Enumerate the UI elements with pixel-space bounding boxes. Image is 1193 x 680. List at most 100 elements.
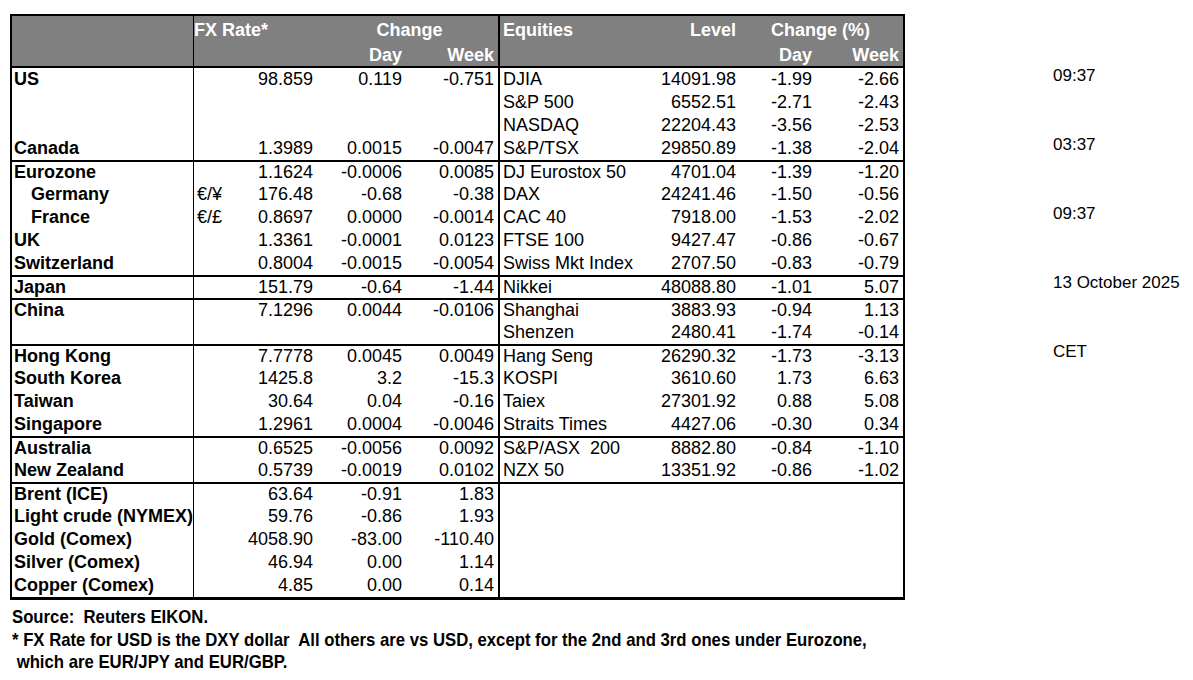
fx-week-change-cell: 1.93 [403,505,498,528]
equity-level-cell: 13351.92 [639,459,738,482]
fx-day-change-value: -0.0001 [341,230,402,251]
row-label-cell: Switzerland [12,252,194,275]
equity-level-value: 2480.41 [671,322,736,343]
equity-day-change-value: -1.99 [771,69,812,90]
row-label: US [14,69,39,90]
fx-rate-value: 0.5739 [258,460,313,481]
equity-week-change-cell: -1.20 [814,162,903,183]
fx-day-change-cell: 0.0015 [321,137,403,160]
equity-week-change-value: -1.10 [858,438,899,459]
equity-week-change-cell: -2.53 [814,114,903,137]
table-row: Taiwan30.640.04-0.16Taiex27301.920.885.0… [12,390,903,413]
row-label-cell: US [12,68,194,91]
row-label: Taiwan [14,391,74,412]
row-label: Light crude (NYMEX) [14,506,193,527]
equity-day-change-value: -0.86 [771,460,812,481]
table-row: France€/£0.86970.0000-0.0014CAC 407918.0… [12,206,903,229]
equities-level-header: Level [639,16,738,45]
row-label: Eurozone [14,162,96,183]
table-row: Japan151.79-0.64-1.44Nikkei48088.80-1.01… [12,275,903,298]
equity-name-cell: Shenzen [498,321,639,344]
fx-day-change-cell: -83.00 [321,528,403,551]
row-label-cell: France [12,206,194,229]
fx-rate-value: 1425.8 [258,368,313,389]
equity-day-change-value: -1.01 [771,277,812,298]
fx-rate-cell: 30.64 [194,390,321,413]
fx-rate-value: 1.3361 [258,230,313,251]
fx-week-change-value: -0.38 [453,184,494,205]
equity-day-change-cell: -3.56 [738,114,814,137]
footnote-line2: which are EUR/JPY and EUR/GBP. [12,651,325,673]
fx-rate-cell: 98.859 [194,68,321,91]
equity-name-cell [498,528,639,551]
equity-name: Nikkei [503,277,552,298]
equity-level-value: 4427.06 [671,414,736,435]
fx-week-change-cell: 1.14 [403,551,498,574]
equity-week-change-value: -2.04 [858,138,899,159]
fx-week-change-cell: -110.40 [403,528,498,551]
equity-week-change-value: -1.02 [858,460,899,481]
fx-rate-cell: 4058.90 [194,528,321,551]
equity-week-change-value: 6.63 [864,368,899,389]
equity-day-change-cell: 0.88 [738,390,814,413]
row-label-cell: Taiwan [12,390,194,413]
fx-week-change-value: 0.0102 [439,460,494,481]
fx-day-change-cell: 0.119 [321,68,403,91]
fx-day-header: Day [321,45,403,66]
row-label-cell: Canada [12,137,194,160]
fx-week-change-cell: -0.0047 [403,137,498,160]
equity-level-cell: 24241.46 [639,183,738,206]
row-label-cell: China [12,300,194,321]
equity-name: Taiex [503,391,545,412]
equity-level-cell: 3610.60 [639,367,738,390]
fx-day-change-cell [321,114,403,137]
equity-level-value: 2707.50 [671,253,736,274]
equity-level-value: 26290.32 [661,346,736,367]
equity-name: Straits Times [503,414,607,435]
equity-name: KOSPI [503,368,558,389]
fx-day-change-value: 0.0015 [347,138,402,159]
fx-day-change-cell: -0.0015 [321,252,403,275]
source-line: Source: Reuters EIKON. [12,606,235,628]
fx-week-change-cell: 0.0123 [403,229,498,252]
equity-day-change-cell [738,484,814,505]
fx-rate-value: 0.8697 [258,207,313,228]
equity-name-cell: Taiex [498,390,639,413]
equity-level-cell: 8882.80 [639,438,738,459]
table-row: Germany€/¥176.48-0.68-0.38DAX24241.46-1.… [12,183,903,206]
row-label-cell: South Korea [12,367,194,390]
equity-name: Shanghai [503,300,579,321]
row-label: Gold (Comex) [14,529,132,550]
equity-name: NASDAQ [503,115,579,136]
equity-day-change-cell: -0.86 [738,459,814,482]
fx-rate-header-spacer [194,45,321,66]
fx-day-change-cell: 0.04 [321,390,403,413]
fx-rate-cell: 46.94 [194,551,321,574]
equity-week-change-cell: 5.08 [814,390,903,413]
fx-week-change-cell: -0.38 [403,183,498,206]
row-label-cell: UK [12,229,194,252]
fx-rate-cell: 59.76 [194,505,321,528]
row-label: Japan [14,277,66,298]
fx-rate-cell [194,91,321,114]
equity-week-change-value: 5.07 [864,277,899,298]
row-label-cell: Australia [12,438,194,459]
table-row: Hong Kong7.77780.00450.0049Hang Seng2629… [12,344,903,367]
fx-day-change-cell: -0.0056 [321,438,403,459]
fx-day-change-cell: -0.0006 [321,162,403,183]
fx-day-change-cell: 0.0004 [321,413,403,436]
fx-day-change-cell: 0.0000 [321,206,403,229]
fx-week-header: Week [403,45,498,66]
row-label: Germany [14,184,109,205]
equity-week-change-cell [814,528,903,551]
equity-name-cell: CAC 40 [498,206,639,229]
equity-name: Shenzen [503,322,574,343]
equity-week-change-value: -0.79 [858,253,899,274]
table-row: Brent (ICE)63.64-0.911.83 [12,482,903,505]
fx-rate-cell: 151.79 [194,277,321,298]
equity-level-cell [639,505,738,528]
equity-day-change-cell: 1.73 [738,367,814,390]
equity-day-change-cell [738,574,814,597]
equity-name-cell: Nikkei [498,277,639,298]
row-label-cell: Japan [12,277,194,298]
